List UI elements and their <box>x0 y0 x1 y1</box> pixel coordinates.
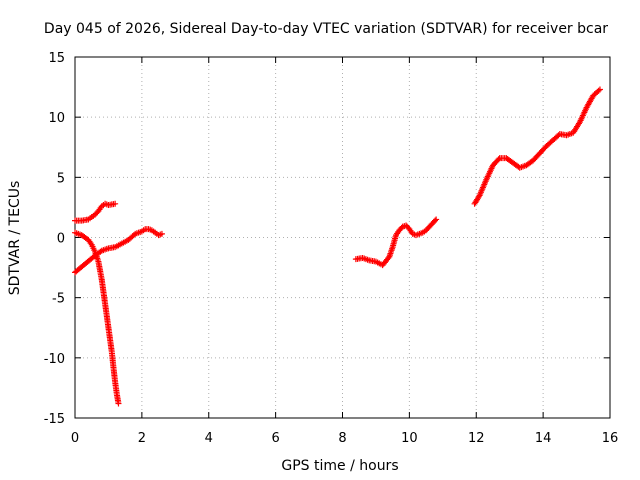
data-point <box>595 87 602 94</box>
data-point <box>158 230 165 237</box>
x-tick-label: 12 <box>468 431 485 446</box>
grid-lines <box>75 57 610 418</box>
data-point <box>555 132 562 139</box>
y-tick-label: -5 <box>52 292 65 307</box>
y-tick-label: 5 <box>57 171 65 186</box>
x-tick-label: 8 <box>338 431 346 446</box>
x-tick-label: 4 <box>205 431 213 446</box>
y-tick-label: -10 <box>44 352 65 367</box>
x-axis-label: GPS time / hours <box>281 458 398 474</box>
data-series <box>72 86 603 407</box>
x-tick-label: 0 <box>71 431 79 446</box>
data-segment <box>72 200 119 224</box>
data-point <box>432 217 439 224</box>
y-tick-label: -15 <box>44 412 65 427</box>
data-point <box>115 400 122 407</box>
data-point <box>495 156 502 163</box>
data-point <box>97 248 104 255</box>
data-point <box>130 232 137 239</box>
data-segment <box>352 216 440 269</box>
y-tick-label: 0 <box>57 232 65 247</box>
data-segment <box>72 226 165 276</box>
chart-title: Day 045 of 2026, Sidereal Day-to-day VTE… <box>44 21 608 37</box>
data-segment <box>471 86 603 207</box>
x-tick-label: 2 <box>138 431 146 446</box>
data-point <box>433 216 440 223</box>
y-axis-label: SDTVAR / TECUs <box>7 181 23 296</box>
data-point <box>596 86 603 93</box>
x-tick-label: 14 <box>535 431 552 446</box>
data-point <box>112 200 119 207</box>
y-tick-label: 10 <box>48 111 65 126</box>
axis-ticks: 0 2 4 6 8 10 12 14 16 15 10 5 0 -5 -10 -15 <box>44 51 619 446</box>
y-tick-label: 15 <box>48 51 65 66</box>
data-segment <box>72 229 122 407</box>
x-tick-label: 6 <box>271 431 279 446</box>
x-tick-label: 10 <box>401 431 418 446</box>
x-tick-label: 16 <box>602 431 619 446</box>
